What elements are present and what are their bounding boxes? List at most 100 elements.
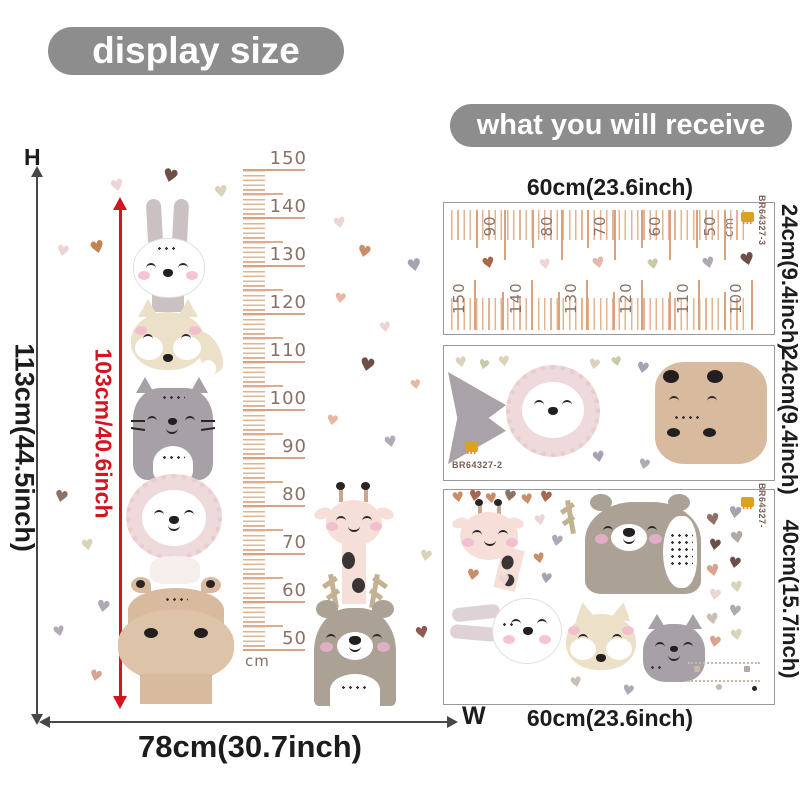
lion-smile — [168, 523, 180, 531]
fox-cheek-patch — [570, 638, 596, 660]
heart-icon — [497, 354, 511, 370]
cat-whisker — [200, 427, 216, 431]
heart-icon — [727, 603, 743, 620]
hippo-inner-ear — [663, 370, 679, 383]
giraffe-cheek — [462, 538, 474, 547]
ruler-mark: 110 — [269, 340, 307, 361]
ruler-mark: 90 — [282, 436, 307, 457]
heart-icon — [409, 378, 423, 393]
display-size-label: display size — [92, 30, 300, 71]
giraffe-cheek — [370, 522, 382, 531]
ruler-unit-label: cm — [245, 652, 270, 670]
sheet2-code: BR64327-2 — [452, 460, 503, 470]
cat-whisker — [201, 420, 215, 422]
sheet1-mark: 90 — [481, 215, 499, 237]
sheet1-mark: 70 — [591, 215, 609, 237]
cat-smile — [668, 653, 680, 661]
giraffe-patch — [342, 552, 355, 569]
receive-label: what you will receive — [476, 109, 766, 141]
ruler-line — [243, 361, 305, 363]
heart-icon — [108, 177, 125, 196]
garland-flag — [694, 666, 700, 672]
giraffe-smile — [484, 538, 496, 546]
ruler-mark: 60 — [282, 580, 307, 601]
giraffe-horn-tip — [336, 482, 345, 490]
fox-cheek — [135, 326, 147, 335]
ruler-midline — [243, 481, 283, 483]
sheet1-tick — [614, 210, 616, 260]
cat-eye — [185, 416, 195, 423]
bear-head — [314, 608, 396, 706]
hippo-nostril — [703, 428, 716, 437]
ruler-mark: 50 — [282, 628, 307, 649]
cat-whisker — [130, 427, 146, 431]
sheet1-mark: 50 — [701, 215, 719, 237]
cat-belly-dots — [161, 454, 185, 462]
rabbit-eye — [178, 263, 188, 270]
w-axis-label: W — [462, 702, 486, 730]
fox-ear — [138, 299, 158, 317]
heart-icon — [325, 413, 340, 429]
sheet1-midtick — [558, 292, 560, 330]
ruler-line — [243, 505, 305, 507]
bear-nose — [623, 528, 635, 537]
heart-icon — [160, 166, 180, 187]
sheet1-midtick — [532, 210, 534, 248]
cat-ear — [684, 614, 702, 629]
width-arrow-line — [47, 721, 449, 723]
rabbit-cheek — [503, 635, 515, 644]
rabbit-cheek — [138, 271, 150, 280]
ruler-midline — [243, 625, 283, 627]
hippo-nostril — [194, 628, 208, 638]
hippo-nostril — [667, 428, 680, 437]
cat-smile — [166, 426, 178, 434]
heart-icon — [707, 587, 723, 604]
heart-icon — [406, 257, 424, 276]
fox-cheek-patch — [606, 638, 632, 660]
sheet1-mark: 100 — [727, 282, 745, 314]
fox-eye — [578, 634, 588, 641]
ruler-line — [243, 313, 305, 315]
rabbit-nose — [163, 269, 173, 277]
fox-nose — [596, 654, 606, 662]
sheet3-code: BR64327- — [757, 483, 767, 529]
display-size-badge: display size — [48, 27, 344, 75]
ruler-mark: 100 — [269, 388, 307, 409]
sheet1-tick — [474, 280, 476, 330]
heart-icon — [520, 492, 535, 508]
sheet1-mark: 150 — [450, 282, 468, 314]
sheet1-tick — [586, 280, 588, 330]
heart-icon — [52, 488, 69, 507]
receive-badge: what you will receive — [450, 104, 792, 147]
bear-nose — [349, 636, 361, 645]
ruler-line — [243, 553, 305, 555]
heart-icon — [727, 555, 743, 572]
sheet1-tick — [531, 280, 533, 330]
cat-freckles — [161, 394, 185, 402]
bear-eye — [326, 634, 336, 641]
giraffe-eye — [362, 516, 372, 523]
sheet2-hippo — [655, 362, 767, 464]
ruler-line — [243, 265, 305, 267]
rabbit-eye — [537, 619, 547, 626]
heart-icon — [55, 243, 71, 260]
sheet1-mark: 130 — [562, 282, 580, 314]
ruler-mark: 120 — [269, 292, 307, 313]
heart-icon — [418, 548, 434, 565]
sheet1-midtick — [696, 210, 698, 248]
heart-icon — [95, 598, 112, 616]
heart-icon — [707, 537, 723, 554]
ruler-midline — [243, 529, 283, 531]
lion-face — [142, 490, 206, 546]
total-width-label: 78cm(30.7inch) — [138, 729, 362, 764]
hippo-inner-ear — [707, 370, 723, 383]
cat-freckles — [649, 664, 665, 672]
sheet1-side-size-label: 24cm(9.4inch) — [777, 204, 800, 351]
ruler-mark: 130 — [269, 244, 307, 265]
giraffe-eye — [498, 530, 508, 537]
giraffe-horn — [478, 503, 482, 516]
lion-eye — [534, 400, 544, 407]
bear-belly — [663, 516, 697, 588]
hippo-freckles — [164, 596, 188, 604]
giraffe-head — [326, 500, 382, 546]
